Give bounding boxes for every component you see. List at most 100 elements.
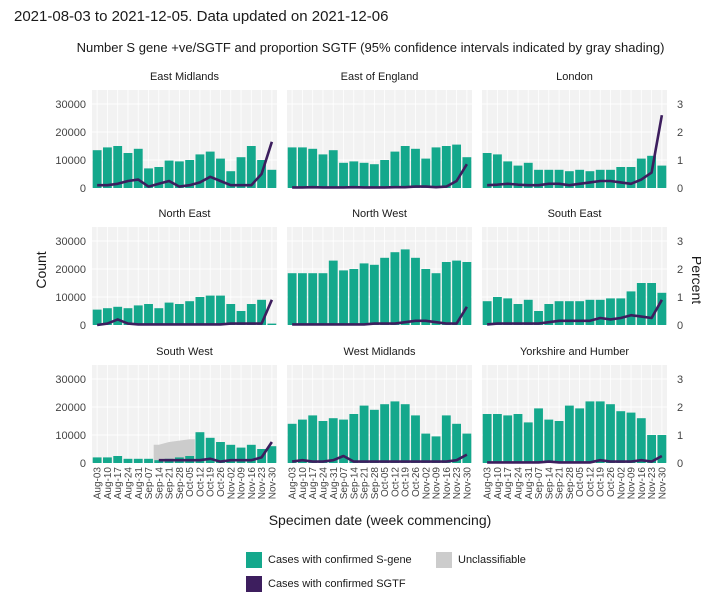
bar-sgene [585, 401, 595, 463]
bar-sgene [421, 433, 431, 463]
x-tick-label: Nov-23 [257, 467, 268, 500]
y-tick-label: 10000 [55, 155, 86, 167]
x-tick-label: Nov-30 [657, 467, 668, 500]
x-tick-label: Sep-21 [165, 467, 176, 500]
bar-sgene [400, 404, 410, 463]
bar-sgene [205, 295, 215, 325]
legend-swatch-sgtf [246, 576, 262, 592]
bar-sgene [144, 458, 153, 463]
bar-sgene [534, 169, 543, 188]
bar-sgene [400, 146, 410, 188]
y-right-tick-label: 0 [677, 183, 683, 195]
panel-title: North West [352, 208, 407, 220]
panel-background [287, 365, 472, 463]
bar-sgene [523, 299, 533, 325]
y-tick-label: 30000 [55, 236, 86, 248]
bar-sgene [636, 418, 646, 463]
x-tick-label: Oct-12 [585, 467, 596, 497]
bar-sgene [369, 409, 379, 463]
bar-sgene [154, 308, 164, 325]
bar-sgene [246, 444, 256, 463]
y-tick-label: 10000 [55, 292, 86, 304]
bar-sgene [297, 419, 307, 463]
bar-sgene [616, 411, 626, 463]
bar-sgene [102, 457, 112, 463]
bar-sgene [462, 433, 472, 463]
bar-sgene [606, 169, 615, 188]
legend-label-sgene: Cases with confirmed S-gene [268, 554, 412, 566]
x-tick-label: Nov-30 [267, 467, 278, 500]
bar-sgene [308, 148, 318, 188]
bar-sgene [246, 304, 256, 325]
bar-sgene [267, 323, 277, 325]
sgtf-percent-line [292, 163, 468, 189]
panel-north-west: North West [287, 208, 472, 326]
bar-sgene [606, 404, 615, 463]
bar-sgene [513, 414, 523, 463]
x-tick-label: Aug-31 [329, 467, 340, 500]
unclassifiable-area [153, 439, 195, 463]
bar-sgene [441, 415, 451, 463]
panel-south-west: South West [92, 346, 277, 464]
panel-east-midlands: East Midlands [92, 71, 277, 189]
bar-sgene [164, 302, 174, 325]
x-tick-label: Oct-19 [401, 467, 412, 497]
bar-sgene [544, 169, 554, 188]
bar-sgene [626, 412, 636, 463]
bar-sgene [174, 161, 184, 188]
x-tick-label: Nov-16 [442, 467, 453, 500]
bar-sgene [195, 297, 205, 325]
bar-sgene [564, 301, 574, 325]
bar-sgene [431, 147, 441, 188]
bar-sgene [92, 309, 102, 325]
y-right-tick-label: 1 [677, 155, 683, 167]
bar-sgene [595, 299, 605, 325]
x-tick-label: Nov-02 [226, 467, 237, 500]
x-tick-label: Aug-31 [134, 467, 145, 500]
panel-west-midlands: West Midlands [287, 346, 472, 464]
bar-sgene [575, 301, 585, 325]
x-tick-label: Aug-24 [318, 467, 329, 500]
bar-sgene [154, 460, 164, 463]
bar-sgene [369, 264, 379, 325]
legend-item-sgtf: Cases with confirmed SGTF [246, 576, 406, 592]
x-tick-label: Aug-24 [513, 467, 524, 500]
x-tick-label: Aug-17 [308, 467, 319, 500]
bar-sgene [544, 419, 554, 463]
bar-sgene [657, 292, 667, 325]
bar-sgene [195, 432, 205, 463]
bar-sgene [554, 301, 564, 325]
bar-sgene [318, 154, 328, 188]
bar-sgene [359, 162, 369, 188]
bar-sgene [318, 273, 328, 325]
bar-sgene [421, 158, 431, 188]
bar-sgene [226, 171, 236, 188]
x-tick-label: Sep-14 [349, 467, 360, 500]
bar-sgene [421, 269, 431, 325]
bar-sgene [359, 405, 369, 463]
bar-sgene [144, 168, 153, 188]
bar-sgene [482, 301, 492, 325]
x-tick-label: Sep-07 [534, 467, 545, 500]
bar-sgene [123, 308, 133, 325]
x-tick-label: Nov-02 [421, 467, 432, 500]
bar-sgene [287, 423, 297, 463]
bar-sgene [339, 270, 348, 325]
y-tick-label: 30000 [55, 99, 86, 111]
panel-title: North East [159, 208, 211, 220]
y-tick-label: 0 [80, 458, 86, 470]
y-right-tick-label: 0 [677, 458, 683, 470]
bar-sgene [626, 167, 636, 188]
bar-sgene [297, 147, 307, 188]
sgtf-percent-line [487, 454, 663, 464]
bar-sgene [113, 146, 123, 188]
y-right-tick-label: 2 [677, 402, 683, 414]
bar-sgene [554, 169, 564, 188]
bar-sgene [349, 269, 359, 325]
chart-subtitle: Number S gene +ve/SGTF and proportion SG… [76, 40, 665, 55]
sgtf-percent-line [96, 299, 274, 327]
legend-label-unclassifiable: Unclassifiable [458, 554, 526, 566]
bar-sgene [636, 283, 646, 325]
bar-sgene [123, 458, 133, 463]
